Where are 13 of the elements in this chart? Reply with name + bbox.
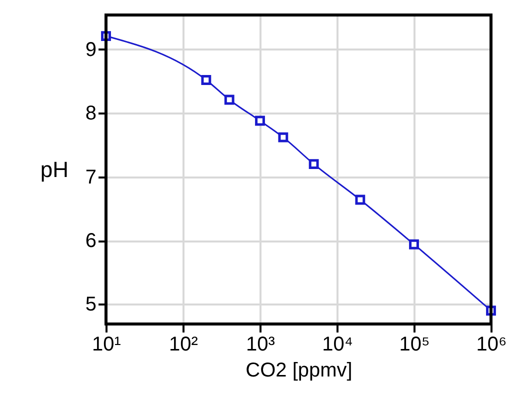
x-axis-title: CO2 [ppmv] — [246, 360, 352, 382]
x-tick-label: 10⁵ — [399, 334, 430, 356]
x-tick-label: 10¹ — [92, 334, 122, 356]
y-axis-title: pH — [40, 157, 68, 182]
x-tick-label: 10⁶ — [476, 334, 507, 356]
y-tick-label: 9 — [85, 38, 96, 61]
y-tick-label: 6 — [85, 230, 96, 252]
y-tick-label: 5 — [85, 294, 96, 316]
y-tick-label: 7 — [85, 166, 96, 188]
x-tick-label: 10³ — [246, 334, 276, 356]
x-tick-label: 10² — [169, 334, 198, 356]
x-tick-label: 10⁴ — [322, 334, 353, 356]
y-tick-label: 8 — [85, 102, 96, 125]
